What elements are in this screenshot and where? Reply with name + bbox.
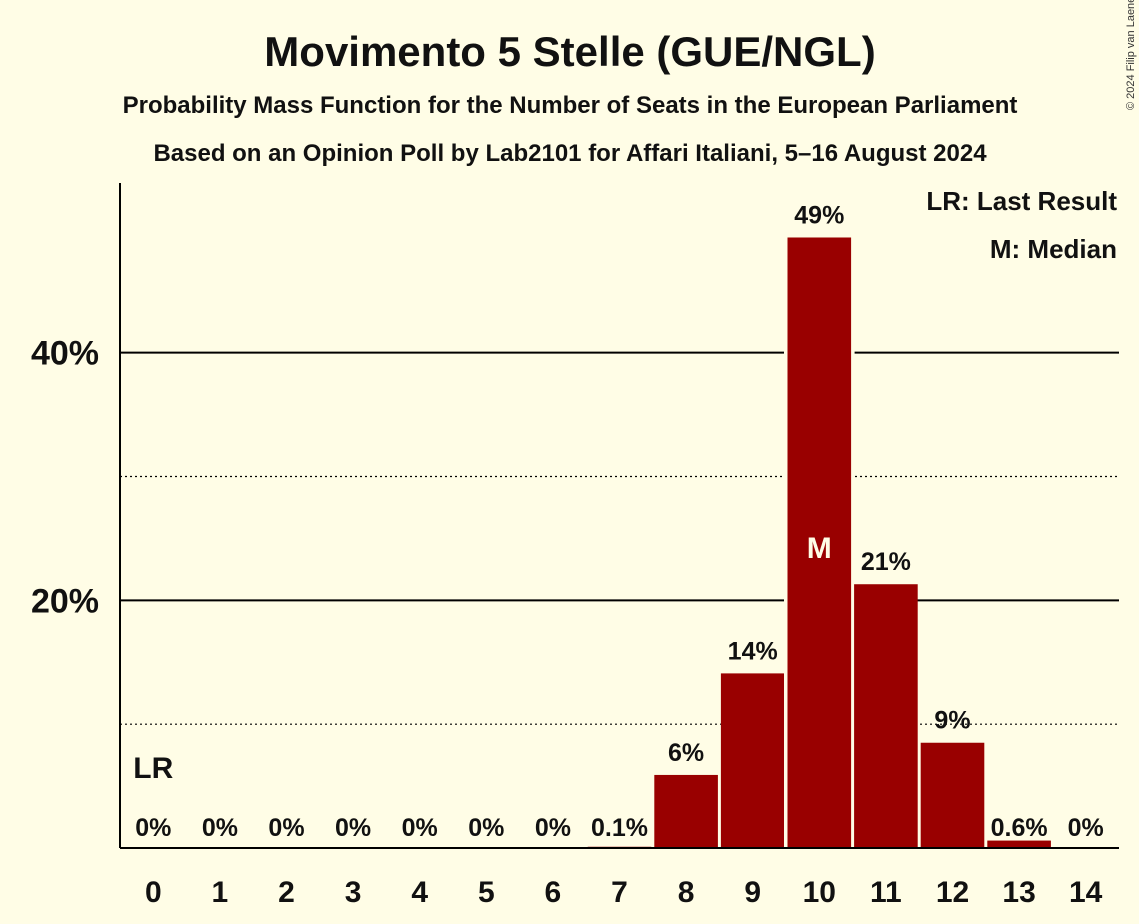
legend: LR: Last Result M: Median — [926, 186, 1117, 264]
x-tick-label: 10 — [803, 876, 836, 909]
chart-subtitle: Probability Mass Function for the Number… — [123, 92, 1018, 119]
x-tick-label: 8 — [678, 876, 695, 909]
x-tick-label: 13 — [1002, 876, 1035, 909]
x-tick-label: 1 — [212, 876, 229, 909]
x-tick-label: 0 — [145, 876, 162, 909]
data-label-seats-5: 0% — [468, 814, 504, 842]
data-label-seats-13: 0.6% — [991, 814, 1048, 842]
median-marker: M — [807, 532, 832, 565]
data-label-seats-7: 0.1% — [591, 814, 648, 842]
data-label-seats-1: 0% — [202, 814, 238, 842]
data-label-seats-9: 14% — [728, 637, 778, 665]
data-labels: 0% 0% 0% 0% 0% 0% 0% 0.1% 6% 14% 49% 21% 9% 0.6% 0% M LR — [133, 201, 1103, 842]
bar-seats-10 — [787, 237, 852, 848]
x-tick-label: 5 — [478, 876, 495, 909]
x-tick-label: 6 — [545, 876, 562, 909]
gridlines — [120, 351, 1119, 725]
bar-seats-8 — [654, 774, 718, 848]
last-result-marker: LR — [133, 752, 173, 785]
bar-seats-9 — [720, 673, 785, 848]
data-label-seats-4: 0% — [402, 814, 438, 842]
x-tick-label: 2 — [278, 876, 295, 909]
x-tick-label: 7 — [611, 876, 628, 909]
x-tick-label: 4 — [411, 876, 428, 909]
x-tick-label: 14 — [1069, 876, 1103, 909]
data-label-seats-12: 9% — [934, 707, 970, 735]
data-label-seats-2: 0% — [268, 814, 304, 842]
data-label-seats-14: 0% — [1068, 814, 1104, 842]
legend-entry: M: Median — [990, 234, 1117, 264]
data-label-seats-0: 0% — [135, 814, 171, 842]
bar-seats-11 — [854, 584, 918, 848]
y-tick-label: 40% — [31, 335, 99, 373]
x-tick-label: 9 — [744, 876, 761, 909]
data-label-seats-11: 21% — [861, 548, 911, 576]
x-tick-label: 11 — [870, 876, 902, 909]
bar-series — [587, 235, 1051, 848]
x-tick-label: 12 — [936, 876, 969, 909]
legend-entry: LR: Last Result — [926, 186, 1117, 216]
data-label-seats-8: 6% — [668, 739, 704, 767]
bar-seats-12 — [920, 742, 985, 848]
y-tick-label: 20% — [31, 582, 99, 620]
y-axis: 20% 40% — [31, 183, 121, 848]
bar-seats-13 — [987, 840, 1051, 848]
data-label-seats-3: 0% — [335, 814, 371, 842]
x-axis: 0 1 2 3 4 5 6 7 8 9 10 11 12 13 14 — [120, 847, 1119, 909]
chart-title: Movimento 5 Stelle (GUE/NGL) — [264, 28, 875, 75]
copyright-note: © 2024 Filip van Laenen — [1125, 0, 1137, 110]
chart-subtitle-source: Based on an Opinion Poll by Lab2101 for … — [153, 140, 987, 167]
data-label-seats-6: 0% — [535, 814, 571, 842]
data-label-seats-10: 49% — [794, 201, 844, 229]
x-tick-label: 3 — [345, 876, 362, 909]
